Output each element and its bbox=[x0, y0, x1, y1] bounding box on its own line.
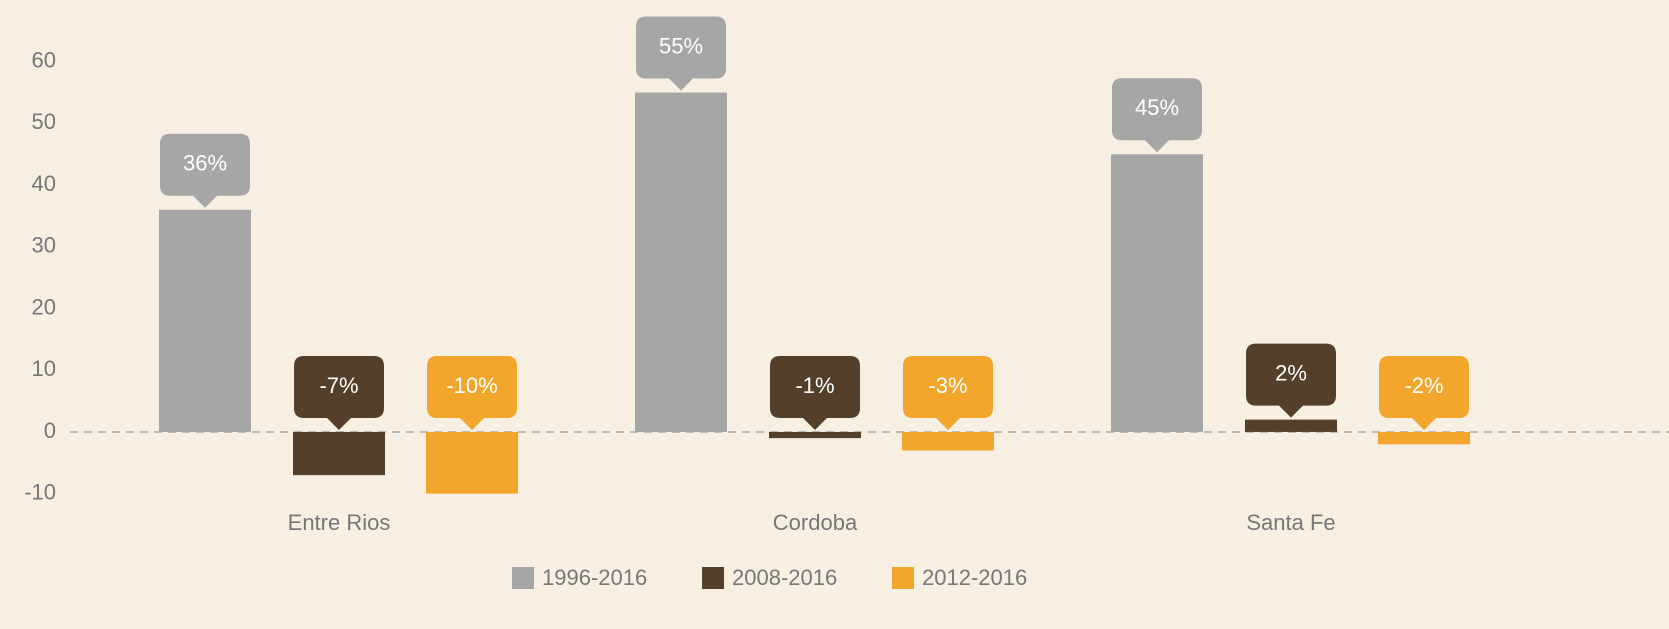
label-callout bbox=[294, 355, 384, 430]
bar bbox=[769, 431, 861, 439]
label-callout bbox=[1379, 355, 1469, 430]
x-tick-label: Cordoba bbox=[773, 510, 858, 535]
bar bbox=[635, 92, 727, 432]
data-label: 2% bbox=[1275, 360, 1307, 385]
data-label: -7% bbox=[319, 373, 358, 398]
data-label: -10% bbox=[446, 373, 497, 398]
label-callout bbox=[1246, 343, 1336, 418]
legend-swatch bbox=[512, 567, 534, 589]
label-callout bbox=[770, 355, 860, 430]
bar bbox=[1111, 154, 1203, 432]
bar bbox=[293, 431, 385, 476]
label-callout bbox=[427, 355, 517, 430]
bar bbox=[159, 209, 251, 432]
bar bbox=[1245, 419, 1337, 432]
label-callout bbox=[636, 16, 726, 91]
y-tick-label: 20 bbox=[32, 294, 56, 319]
data-label: -1% bbox=[795, 373, 834, 398]
bar bbox=[902, 431, 994, 451]
x-tick-label: Entre Rios bbox=[288, 510, 391, 535]
data-label: 36% bbox=[183, 151, 227, 176]
y-tick-label: 30 bbox=[32, 233, 56, 258]
y-tick-label: 0 bbox=[44, 418, 56, 443]
y-tick-label: 50 bbox=[32, 109, 56, 134]
label-callout bbox=[1112, 78, 1202, 153]
data-label: -3% bbox=[928, 373, 967, 398]
y-tick-label: 40 bbox=[32, 171, 56, 196]
legend-swatch bbox=[702, 567, 724, 589]
legend-label: 2008-2016 bbox=[732, 565, 837, 590]
legend-label: 1996-2016 bbox=[542, 565, 647, 590]
y-tick-label: -10 bbox=[24, 479, 56, 504]
label-callout bbox=[160, 133, 250, 208]
y-tick-label: 10 bbox=[32, 356, 56, 381]
legend-label: 2012-2016 bbox=[922, 565, 1027, 590]
data-label: -2% bbox=[1404, 373, 1443, 398]
label-callout bbox=[903, 355, 993, 430]
data-label: 45% bbox=[1135, 95, 1179, 120]
bar bbox=[426, 431, 518, 494]
y-tick-label: 60 bbox=[32, 48, 56, 73]
bar bbox=[1378, 431, 1470, 445]
legend-swatch bbox=[892, 567, 914, 589]
data-label: 55% bbox=[659, 33, 703, 58]
x-tick-label: Santa Fe bbox=[1246, 510, 1335, 535]
